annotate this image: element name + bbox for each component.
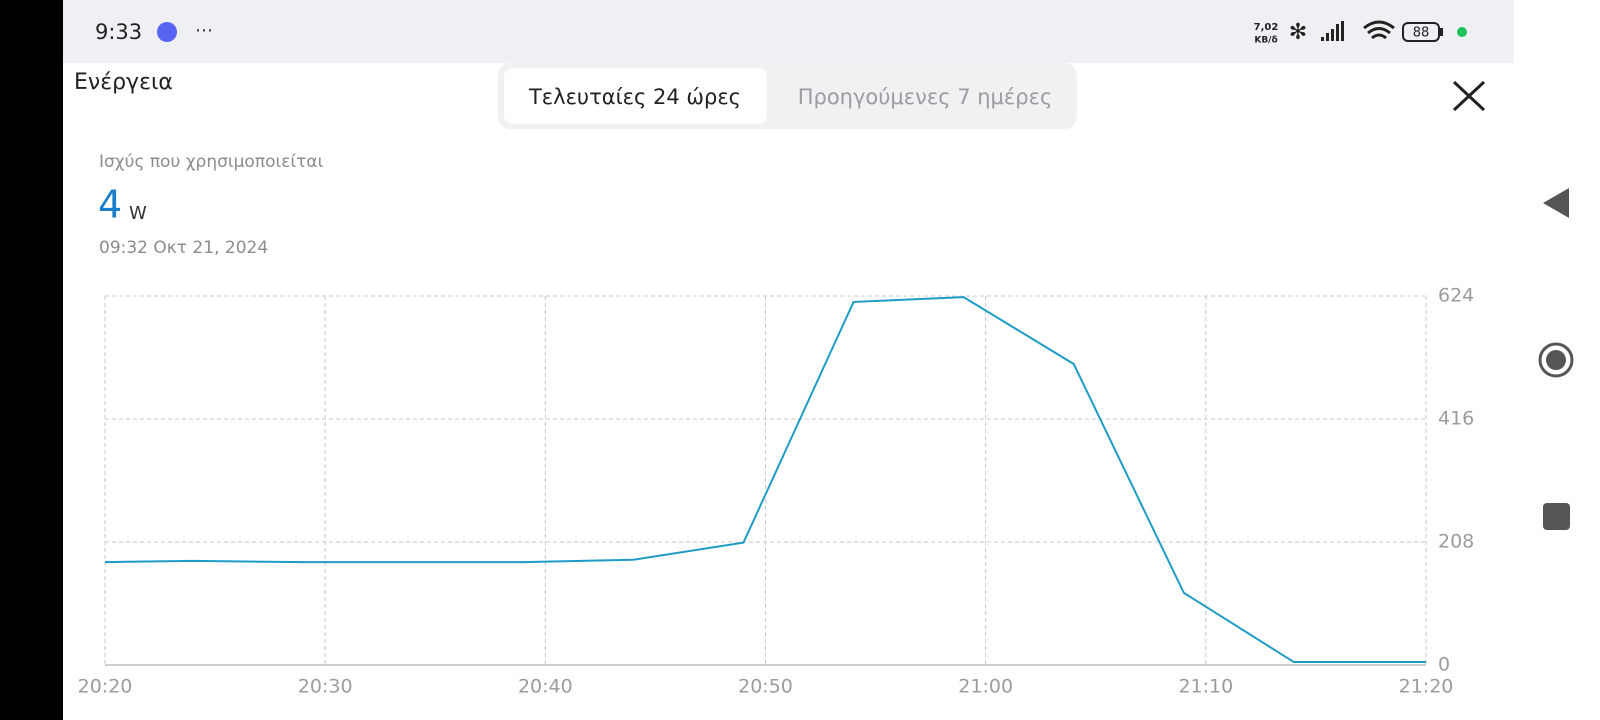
x-tick-label: 20:20: [78, 676, 133, 698]
status-time: 9:33: [95, 20, 142, 44]
y-tick-label: 624: [1438, 285, 1474, 307]
tab[interactable]: Προηγούμενες 7 ημέρες: [798, 85, 1053, 109]
page-title: Ενέργεια: [74, 70, 173, 95]
metric-unit: W: [129, 203, 147, 224]
bluetooth-icon: ✻: [1289, 20, 1307, 45]
y-tick-label: 0: [1438, 654, 1450, 676]
chart: 0 208 416 624 20:20 20:30 20:40 20:50 21:00 21:10…: [78, 285, 1475, 698]
metric-label: Ισχύς που χρησιμοποιείται: [99, 152, 324, 172]
recents-button[interactable]: [1543, 503, 1570, 530]
data-line: [104, 296, 1426, 664]
x-tick-label: 21:00: [958, 676, 1013, 698]
x-tick-label: 20:50: [738, 676, 793, 698]
x-tick-label: 20:30: [298, 676, 353, 698]
signal-icon: [1321, 21, 1344, 41]
y-tick-label: 208: [1438, 531, 1474, 553]
more-icon: ⋯: [195, 20, 213, 41]
tab[interactable]: Τελευταίες 24 ώρες: [528, 85, 741, 109]
status-dot: [1457, 27, 1467, 37]
y-tick-label: 416: [1438, 408, 1474, 430]
timestamp: 09:32 Οκτ 21, 2024: [99, 238, 268, 258]
battery-icon: [1402, 22, 1440, 42]
battery-level: 88: [1413, 26, 1430, 41]
close-button[interactable]: [1452, 80, 1486, 112]
tab-selected-bg: [504, 68, 767, 124]
x-tick-label: 21:10: [1178, 676, 1233, 698]
metric-value: 4: [98, 183, 122, 227]
status-bar: [63, 0, 1514, 63]
wifi-icon: [1363, 20, 1395, 40]
home-button-dot: [1546, 350, 1566, 370]
x-tick-label: 21:20: [1399, 676, 1454, 698]
left-bar: [0, 0, 63, 720]
home-button[interactable]: [1538, 342, 1574, 378]
net-speed: 7,02: [1254, 22, 1279, 33]
x-tick-label: 20:40: [518, 676, 573, 698]
net-unit: KB/δ: [1254, 36, 1277, 46]
battery-tip: [1440, 28, 1443, 36]
discord-icon: [157, 22, 177, 42]
back-button[interactable]: [1543, 188, 1569, 218]
